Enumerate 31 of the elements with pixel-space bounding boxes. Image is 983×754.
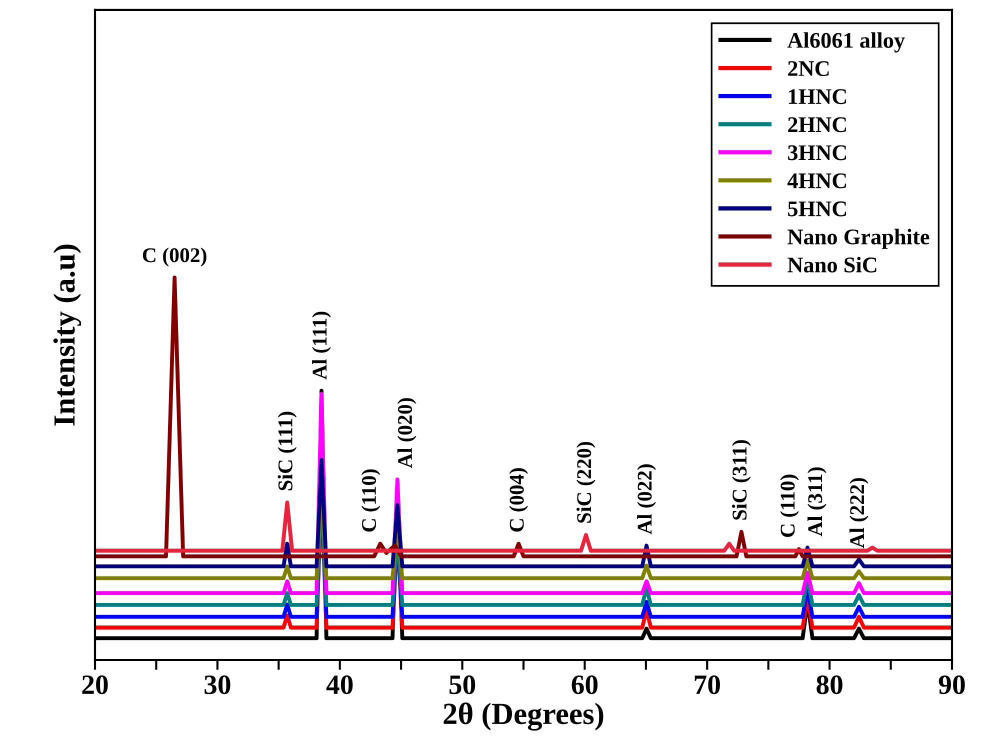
x-tick-label: 90 [938, 675, 965, 694]
x-tick-label: 40 [326, 675, 353, 694]
y-axis-title: Intensity (a.u) [53, 244, 82, 426]
legend-label: 2HNC [788, 117, 846, 132]
x-tick-label: 80 [816, 675, 842, 694]
x-tick-label: 70 [694, 675, 720, 694]
legend-label: 4HNC [787, 173, 846, 188]
legend-label: 5HNC [788, 201, 846, 216]
x-axis-title: 2θ (Degrees) [444, 702, 604, 731]
annotation: SiC (111) [278, 412, 297, 490]
annotation: Al (111) [312, 312, 331, 380]
legend-label: 3HNC [788, 145, 846, 160]
legend-label: Nano SiC [788, 256, 876, 272]
x-tick-label: 50 [450, 675, 476, 694]
annotation: SiC (311) [732, 440, 751, 520]
x-tick-label: 60 [572, 675, 598, 694]
annotation: Al (222) [850, 478, 868, 548]
annotation: C (004) [509, 468, 528, 532]
legend-label: 2NC [788, 61, 829, 76]
x-tick-label: 30 [204, 675, 230, 694]
annotation: C (110) [361, 469, 380, 532]
legend-label: Al6061 alloy [787, 32, 905, 52]
annotation: Al (020) [397, 398, 416, 468]
annotation: C (110) [780, 474, 799, 537]
annotation: C (002) [142, 248, 206, 266]
annotation: Al (022) [637, 464, 656, 534]
legend-label: Nano Graphite [788, 228, 930, 249]
annotation: SiC (220) [576, 442, 596, 523]
annotation: Al (311) [808, 467, 826, 536]
legend-label: 1HNC [788, 89, 846, 104]
x-tick-label: 20 [82, 675, 108, 694]
